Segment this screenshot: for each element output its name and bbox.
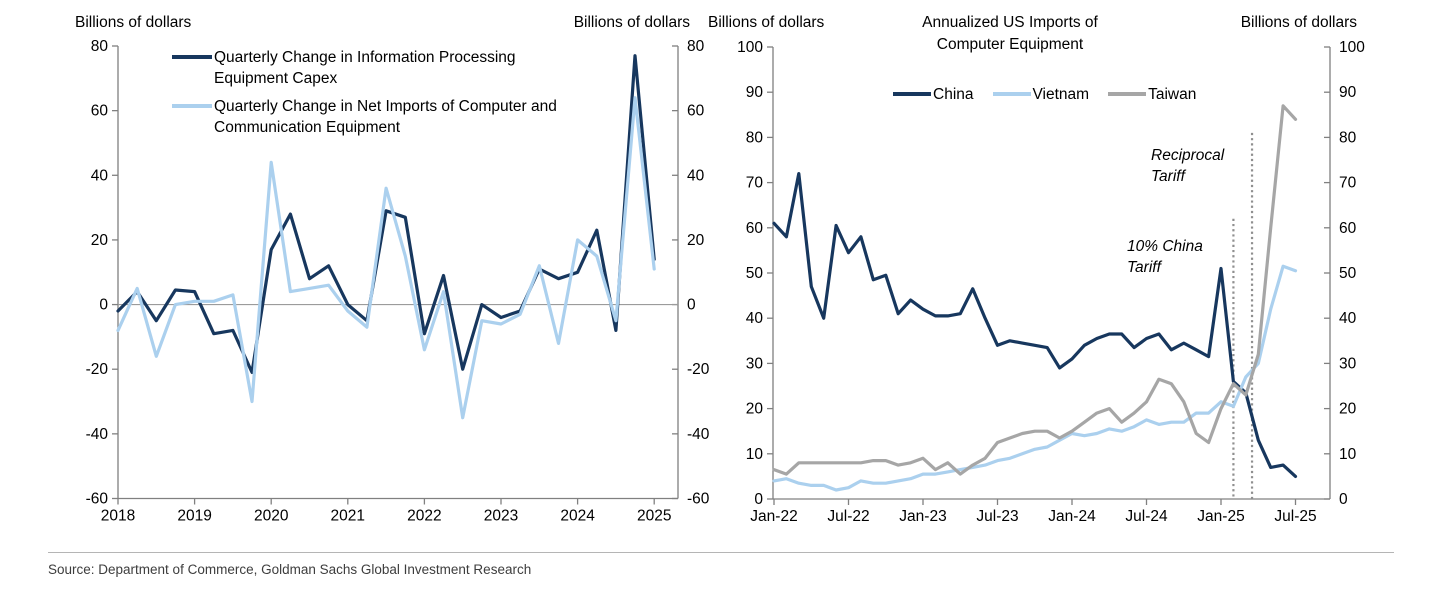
right-x-tick-label: Jan-25 <box>1197 508 1244 525</box>
left-y-tick-label: 60 <box>91 103 109 120</box>
right-y-tick-label-right: 50 <box>1339 265 1357 282</box>
right-y-tick-label-right: 60 <box>1339 220 1357 237</box>
legend-item-taiwan: Taiwan <box>1108 84 1196 105</box>
right-y-tick-label: 60 <box>746 220 764 237</box>
right-x-tick-label: Jul-24 <box>1125 508 1168 525</box>
right-y-tick-label: 90 <box>746 84 764 101</box>
right-chart-title-line1: Annualized US Imports of <box>922 14 1098 31</box>
left-x-tick-label: 2020 <box>254 508 289 525</box>
legend-label-capex: Quarterly Change in Information Processi… <box>214 49 516 87</box>
legend-label-net-imports: Quarterly Change in Net Imports of Compu… <box>214 98 557 136</box>
left-y-tick-label-right: -60 <box>687 491 710 508</box>
right-chart-unit-label-left: Billions of dollars <box>708 14 825 31</box>
right-y-tick-label-right: 100 <box>1339 39 1365 56</box>
right-x-tick-label: Jul-22 <box>827 508 869 525</box>
left-x-tick-label: 2025 <box>637 508 671 525</box>
left-y-tick-label: -60 <box>86 491 109 508</box>
left-y-tick-label: -40 <box>86 426 109 443</box>
left-x-tick-label: 2022 <box>407 508 441 525</box>
left-y-tick-label: 0 <box>99 297 108 314</box>
right-y-tick-label-right: 30 <box>1339 355 1357 372</box>
right-chart-title: Annualized US Imports of Computer Equipm… <box>880 12 1140 56</box>
capex-line-swatch <box>172 55 212 59</box>
right-y-tick-label-right: 0 <box>1339 491 1348 508</box>
right-y-tick-label-right: 90 <box>1339 84 1357 101</box>
right-x-tick-label: Jan-22 <box>750 508 797 525</box>
legend-label-vietnam: Vietnam <box>1032 86 1090 103</box>
legend-item-china: China <box>893 84 974 105</box>
right-y-tick-label: 50 <box>746 265 764 282</box>
right-x-tick-label: Jul-25 <box>1274 508 1316 525</box>
right-chart-unit-label-right: Billions of dollars <box>1240 14 1357 31</box>
right-x-tick-label: Jan-24 <box>1048 508 1096 525</box>
legend-label-china: China <box>933 86 974 103</box>
left-y-tick-label-right: -40 <box>687 426 710 443</box>
right-y-tick-label: 100 <box>737 39 763 56</box>
net-imports-line-swatch <box>172 104 212 108</box>
left-y-tick-label-right: -20 <box>687 361 710 378</box>
left-y-tick-label: 20 <box>91 232 109 249</box>
left-y-tick-label-right: 40 <box>687 167 705 184</box>
left-x-tick-label: 2021 <box>331 508 365 525</box>
right-y-tick-label: 10 <box>746 446 764 463</box>
left-chart-unit-label-right: Billions of dollars <box>573 14 690 31</box>
annotation-10pct-china-tariff: 10% China Tariff <box>1127 238 1203 276</box>
source-text: Source: Department of Commerce, Goldman … <box>48 562 532 577</box>
left-x-tick-label: 2023 <box>484 508 518 525</box>
left-x-tick-label: 2024 <box>560 508 595 525</box>
left-y-tick-label-right: 20 <box>687 232 705 249</box>
left-y-tick-label: 40 <box>91 167 109 184</box>
right-y-tick-label: 0 <box>754 491 763 508</box>
left-chart-unit-label-left: Billions of dollars <box>75 14 192 31</box>
right-y-tick-label-right: 10 <box>1339 446 1357 463</box>
vietnam-line-swatch <box>992 92 1031 96</box>
left-y-tick-label-right: 80 <box>687 38 705 55</box>
right-chart-legend: China Vietnam Taiwan <box>893 84 1196 105</box>
left-series-quarterly-change-in-net-imports-of-computer-and-communication-equipment <box>116 96 656 420</box>
china-line-swatch <box>893 92 931 96</box>
right-series-china <box>772 172 1298 478</box>
right-y-tick-label-right: 20 <box>1339 401 1357 418</box>
right-y-tick-label: 20 <box>746 401 764 418</box>
right-y-tick-label: 30 <box>746 355 764 372</box>
right-y-tick-label: 70 <box>746 175 764 192</box>
left-y-tick-label: 80 <box>91 38 109 55</box>
right-y-tick-label: 80 <box>746 129 764 146</box>
left-y-tick-label: -20 <box>86 361 109 378</box>
legend-item-capex: Quarterly Change in Information Processi… <box>172 47 557 89</box>
left-y-tick-label-right: 0 <box>687 297 696 314</box>
right-y-tick-label-right: 70 <box>1339 175 1357 192</box>
legend-item-vietnam: Vietnam <box>992 84 1090 105</box>
annotation-reciprocal-tariff: Reciprocal Tariff <box>1151 147 1225 185</box>
right-series-vietnam <box>772 264 1298 492</box>
right-chart-title-line2: Computer Equipment <box>936 36 1084 53</box>
source-divider <box>48 552 1394 553</box>
right-y-tick-label-right: 40 <box>1339 310 1357 327</box>
right-x-tick-label: Jul-23 <box>976 508 1018 525</box>
left-x-tick-label: 2018 <box>101 508 135 525</box>
right-y-tick-label: 40 <box>746 310 764 327</box>
right-y-tick-label-right: 80 <box>1339 129 1357 146</box>
right-series-taiwan <box>772 104 1298 476</box>
left-x-tick-label: 2019 <box>177 508 211 525</box>
legend-item-net-imports: Quarterly Change in Net Imports of Compu… <box>172 96 557 138</box>
left-series-quarterly-change-in-information-processing-equipment-capex <box>116 54 656 374</box>
left-y-tick-label-right: 60 <box>687 103 705 120</box>
legend-label-taiwan: Taiwan <box>1148 86 1197 103</box>
right-x-tick-label: Jan-23 <box>899 508 946 525</box>
taiwan-line-swatch <box>1108 92 1147 96</box>
left-chart-legend: Quarterly Change in Information Processi… <box>172 47 557 145</box>
